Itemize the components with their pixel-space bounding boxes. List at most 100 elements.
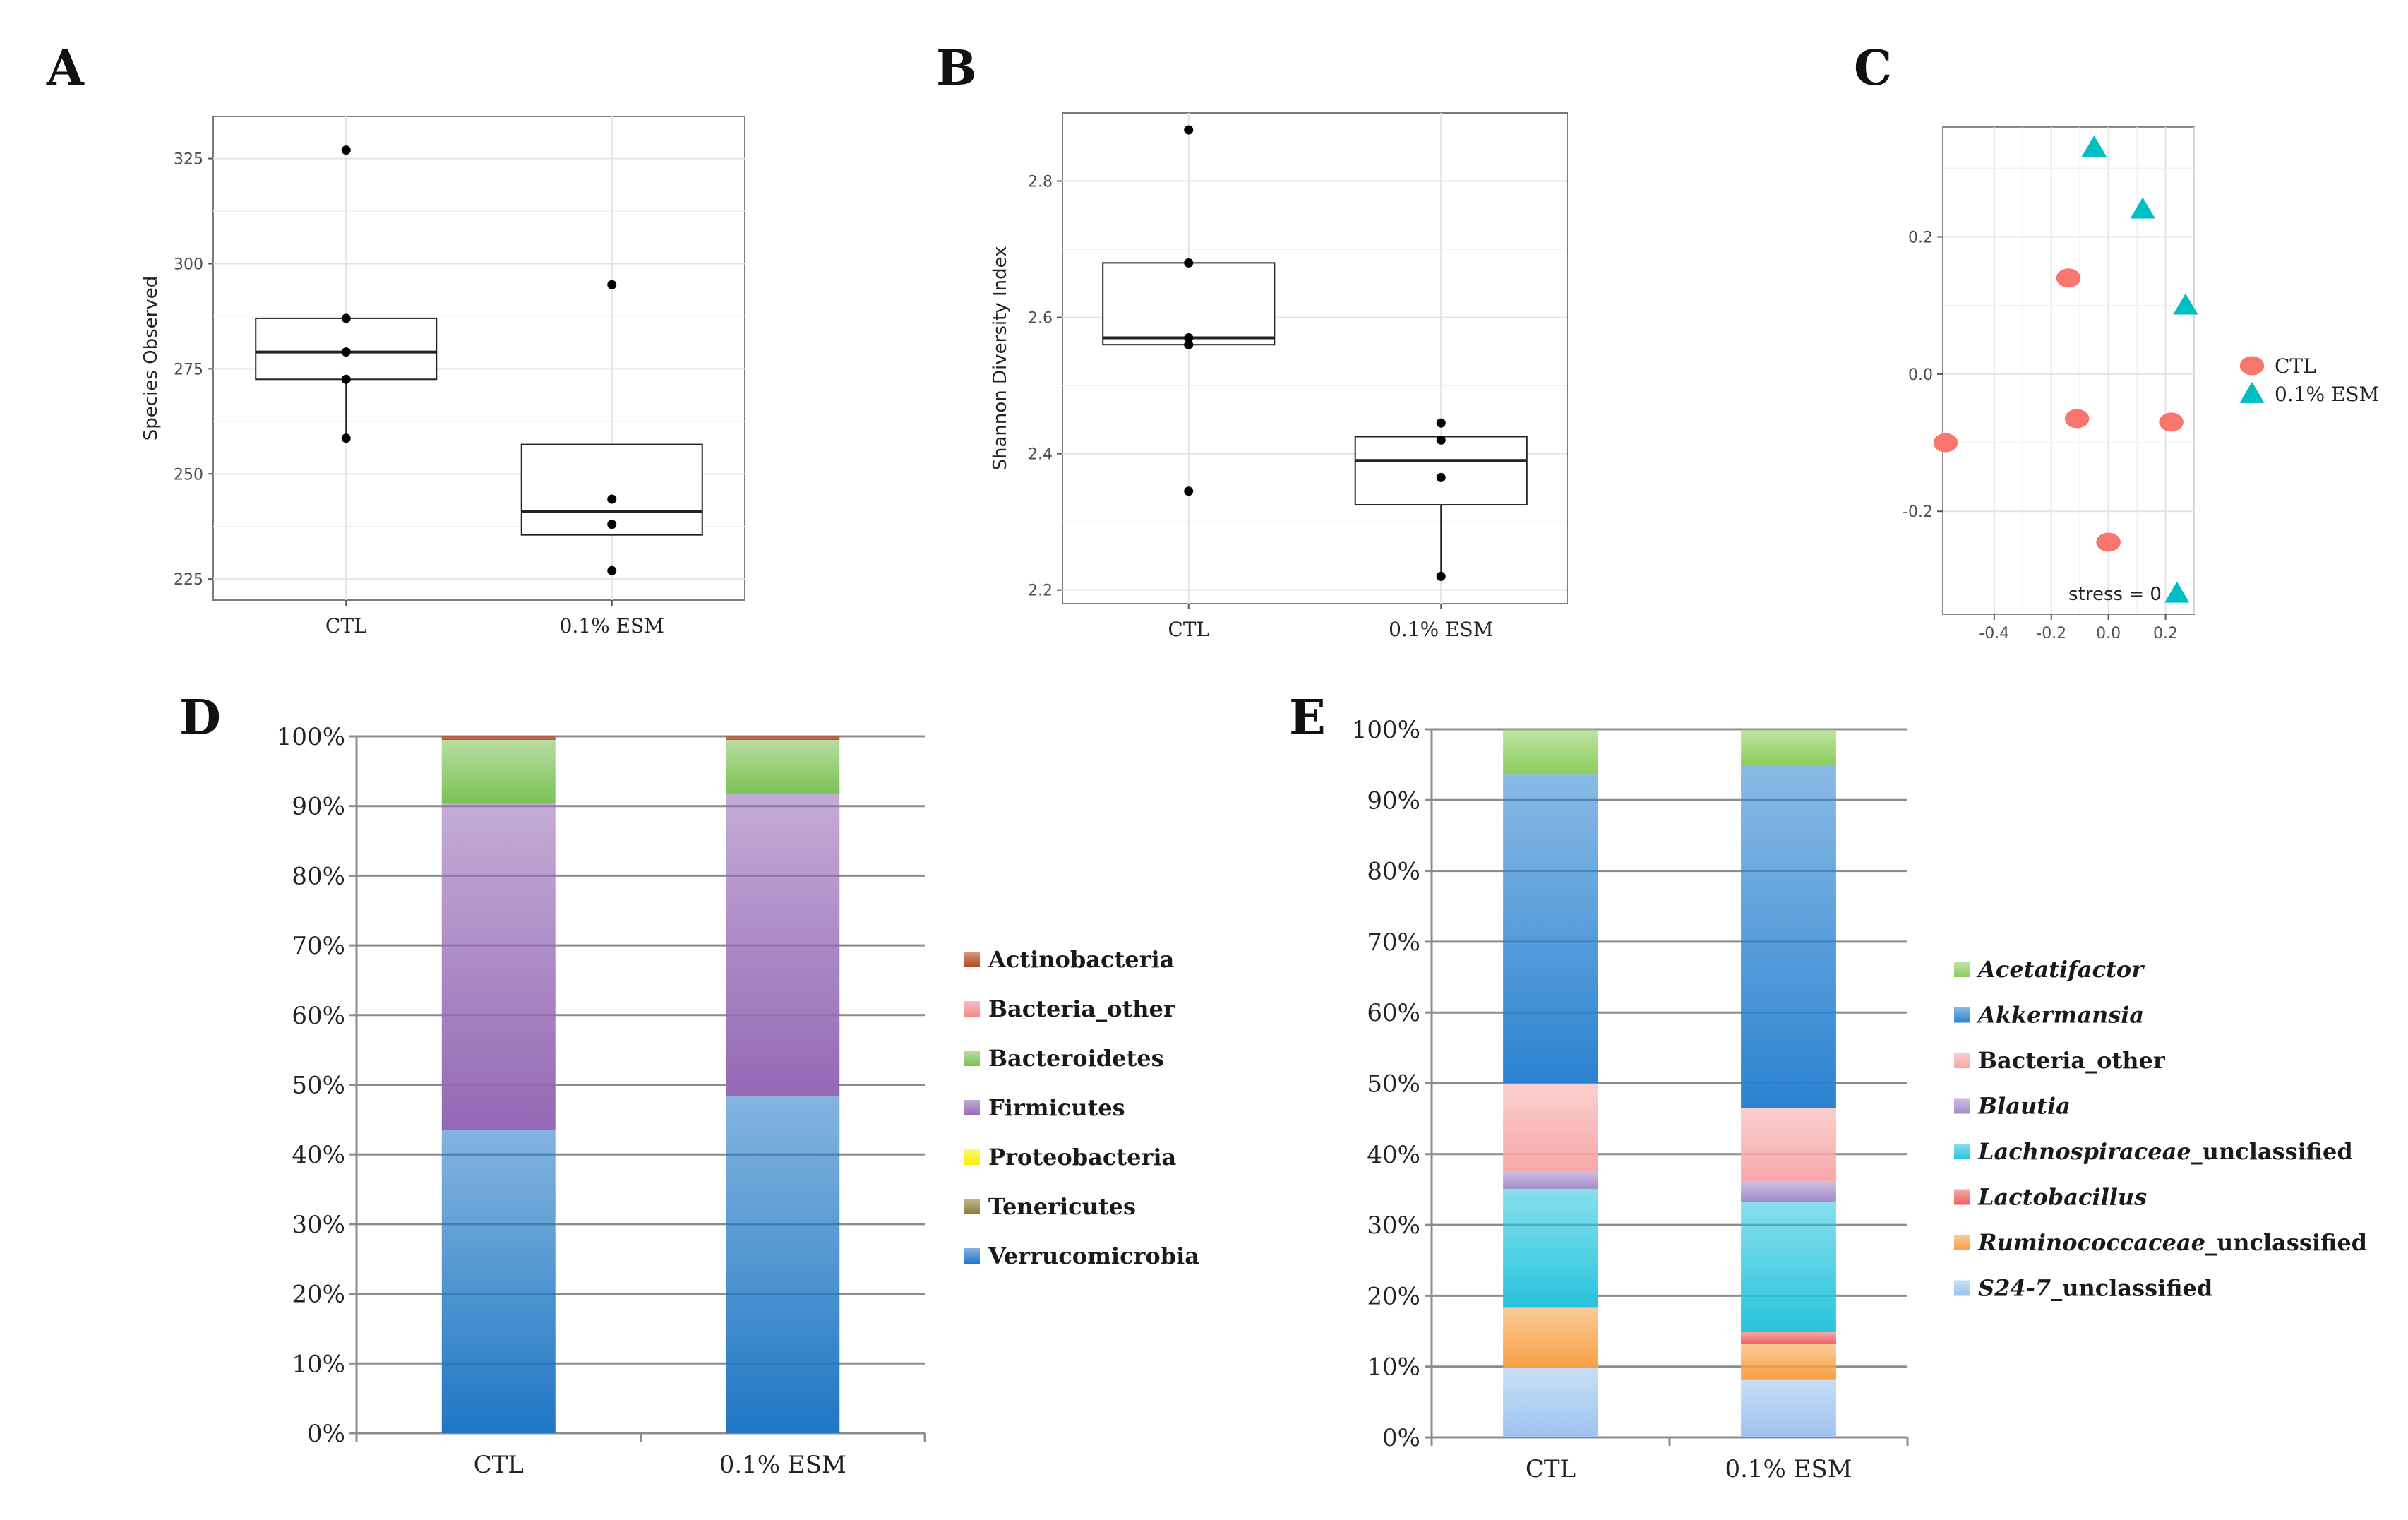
y-tick-label: 0% (307, 1420, 345, 1448)
legend-text: Verrucomicrobia (988, 1243, 1199, 1269)
legend-label: Firmicutes (988, 1094, 1125, 1121)
data-point (341, 374, 351, 384)
legend-swatch (1954, 1098, 1970, 1114)
y-tick-label: 0% (1382, 1424, 1420, 1452)
bar-segment (441, 736, 556, 740)
x-tick-label: 0.1% ESM (1725, 1455, 1852, 1483)
panel-letter-a: A (46, 40, 85, 97)
bar-segment (1503, 1188, 1598, 1308)
legend-italic-part: S24-7 (1978, 1275, 2051, 1302)
y-tick-label: -0.2 (1903, 503, 1933, 521)
legend-label: Akkermansia (1976, 1002, 2144, 1029)
legend-text: Proteobacteria (988, 1144, 1176, 1171)
legend-label: Lachnospiraceae_unclassified (1977, 1138, 2353, 1165)
stress-annotation: stress = 0 (2068, 584, 2162, 605)
panel-letter-e: E (1289, 690, 1326, 746)
legend-italic-part: Ruminococcaceae (1977, 1229, 2205, 1256)
legend-swatch (964, 1100, 980, 1115)
bar-segment (1503, 1368, 1598, 1437)
data-point (607, 494, 617, 504)
legend-italic-part: Lactobacillus (1977, 1184, 2147, 1211)
y-tick-label: 60% (1367, 999, 1420, 1027)
legend-label: 0.1% ESM (2275, 383, 2379, 406)
legend-label: Verrucomicrobia (988, 1243, 1199, 1269)
legend-label: Proteobacteria (988, 1144, 1176, 1171)
y-tick-label: 90% (292, 793, 345, 821)
x-tick-label: 0.0 (2096, 625, 2121, 642)
legend-swatch (1954, 1235, 1970, 1250)
legend-plain-part: _unclassified (2191, 1138, 2353, 1165)
x-tick-label: 0.1% ESM (560, 614, 664, 638)
legend-key (2239, 381, 2265, 403)
esm-point (2173, 293, 2198, 315)
legend-text: Bacteria_other (988, 995, 1176, 1022)
y-tick-label: 2.6 (1028, 310, 1053, 328)
x-tick-label: CTL (1526, 1455, 1576, 1483)
bar-segment (1503, 729, 1598, 775)
legend-plain-part: _unclassified (2205, 1229, 2367, 1256)
ctl-point (2096, 532, 2121, 552)
x-tick-label: -0.2 (2036, 625, 2066, 642)
bar-segment (1503, 1307, 1598, 1368)
y-tick-label: 0.0 (1908, 366, 1933, 384)
legend-label: Tenericutes (988, 1193, 1136, 1220)
data-point (1184, 333, 1194, 343)
legend-italic-part: Akkermansia (1976, 1002, 2144, 1029)
bar-segment (726, 793, 840, 1097)
y-tick-label: 10% (292, 1350, 345, 1378)
legend-key (2239, 356, 2265, 376)
x-tick-label: CTL (1168, 618, 1209, 641)
y-tick-label: 30% (1367, 1211, 1420, 1240)
y-axis-label: Shannon Diversity Index (990, 246, 1011, 470)
bar-segment (1741, 729, 1836, 765)
legend-italic-part: Lachnospiraceae (1977, 1138, 2191, 1165)
plot-panel (1062, 112, 1568, 604)
y-tick-label: 60% (292, 1002, 345, 1030)
legend-italic-part: Acetatifactor (1976, 956, 2145, 983)
y-tick-label: 50% (292, 1072, 345, 1100)
chart-c-nmds-ordination: -0.4 -0.2 0.0 0.2 -0.2 0.0 0.2 stress = 0 CTL 0.1… (1903, 126, 2379, 642)
y-tick-label: 100% (277, 723, 345, 751)
legend-swatch (964, 1248, 980, 1264)
y-tick-label: 100% (1352, 716, 1420, 744)
bar-segment (1741, 1332, 1836, 1344)
legend-swatch (1954, 962, 1970, 977)
panel-letter-c: C (1854, 40, 1892, 97)
bar-segment (1503, 1083, 1598, 1171)
chart-b-shannon-diversity: 2.2 2.4 2.6 2.8 CTL 0.1% ESM Shannon Diversity… (990, 112, 1568, 641)
esm-point (2164, 581, 2190, 603)
legend-swatch (964, 1051, 980, 1066)
y-tick-label: 30% (292, 1211, 345, 1239)
chart-d-phylum-composition: 0% 10% 20% 30% 40% 50% 60% 70% 80% 90% 100% CTL 0.1%… (277, 723, 1199, 1479)
legend-label: Actinobacteria (988, 946, 1174, 973)
y-tick-label: 225 (174, 571, 203, 589)
data-point (1184, 258, 1194, 268)
bar-segment (441, 739, 556, 804)
bar-segment (1741, 1344, 1836, 1380)
y-tick-label: 10% (1367, 1353, 1420, 1382)
esm-point (2081, 136, 2107, 157)
data-point (341, 433, 351, 443)
bar-segment (441, 1130, 556, 1433)
y-tick-label: 90% (1367, 786, 1420, 815)
legend-label: Bacteroidetes (988, 1045, 1164, 1072)
y-tick-label: 275 (174, 361, 203, 378)
legend-swatch (964, 1149, 980, 1165)
legend-label: Bacteria_other (988, 995, 1176, 1022)
ctl-point (2159, 412, 2184, 432)
x-tick-label: 0.2 (2153, 625, 2178, 642)
data-point (607, 520, 617, 529)
legend-swatch (1954, 1053, 1970, 1068)
legend-plain-part: Bacteria_other (1978, 1047, 2166, 1074)
y-tick-label: 2.2 (1028, 582, 1053, 600)
data-point (341, 145, 351, 155)
data-point (1436, 418, 1446, 428)
y-tick-label: 80% (292, 862, 345, 890)
y-tick-label: 50% (1367, 1070, 1420, 1099)
legend-swatch (964, 1001, 980, 1017)
legend-label: Acetatifactor (1976, 956, 2145, 983)
data-point (341, 313, 351, 323)
y-tick-label: 80% (1367, 858, 1420, 886)
legend-text: Tenericutes (988, 1193, 1136, 1220)
